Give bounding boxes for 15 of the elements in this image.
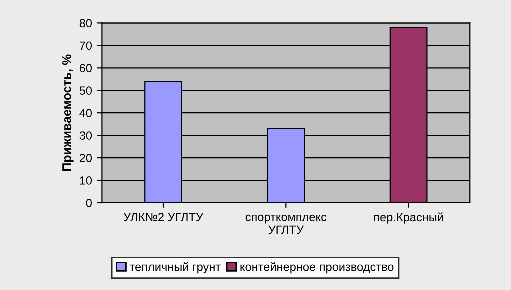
- y-tick-label: 20: [80, 154, 92, 162]
- y-axis-title: Приживаемость, %: [62, 54, 74, 171]
- y-tick-label: 70: [80, 42, 92, 50]
- x-tick-label: УЛК№2 УГЛТУ: [124, 213, 204, 222]
- y-tick-label: 60: [80, 64, 92, 73]
- x-tick-label: спорткомплекс УГЛТУ: [246, 214, 327, 234]
- y-tick-label: 40: [80, 109, 92, 118]
- legend-label: тепличный грунт: [130, 262, 221, 274]
- y-tick-label: 0: [86, 199, 92, 208]
- legend-label: контейнерное производство: [240, 262, 394, 274]
- y-tick-label: 10: [80, 176, 92, 185]
- y-tick-label: 80: [80, 19, 92, 28]
- y-tick-label: 30: [80, 132, 92, 140]
- x-tick-label: пер.Красный: [374, 212, 444, 224]
- y-tick-label: 50: [80, 86, 92, 96]
